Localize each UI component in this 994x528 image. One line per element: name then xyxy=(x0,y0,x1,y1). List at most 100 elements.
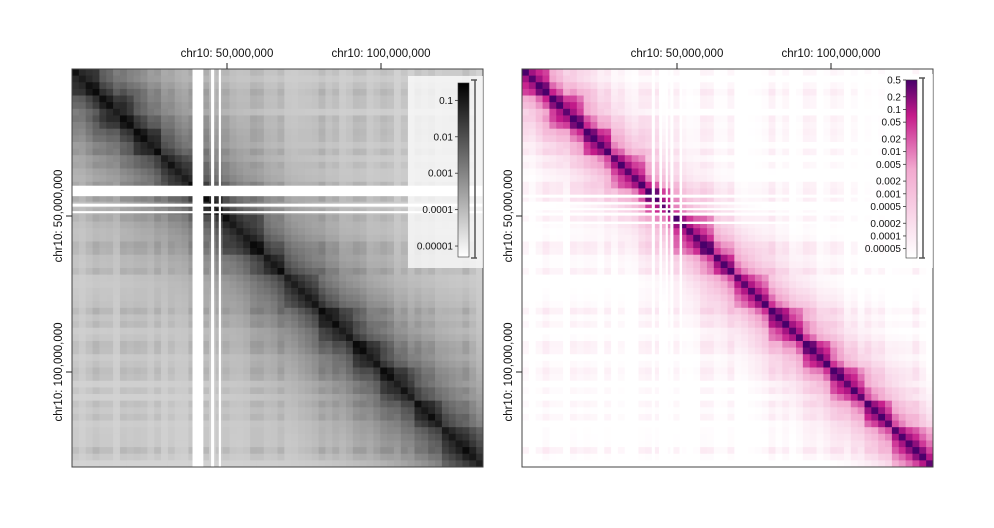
heatmap-cell xyxy=(476,347,484,355)
heatmap-cell xyxy=(174,360,182,368)
heatmap-cell xyxy=(400,413,409,421)
heatmap-cell xyxy=(85,281,93,289)
heatmap-cell xyxy=(174,135,182,143)
heatmap-cell xyxy=(222,241,230,249)
heatmap-cell xyxy=(359,88,367,96)
heatmap-cell xyxy=(85,108,93,116)
heatmap-cell xyxy=(428,453,436,461)
heatmap-cell xyxy=(754,122,763,130)
heatmap-cell xyxy=(174,155,182,163)
heatmap-cell xyxy=(256,82,265,90)
heatmap-cell xyxy=(78,427,87,435)
heatmap-cell xyxy=(528,102,537,110)
heatmap-cell xyxy=(92,254,100,262)
heatmap-cell xyxy=(119,175,128,183)
heatmap-cell xyxy=(222,141,230,149)
heatmap-cell xyxy=(830,88,838,96)
heatmap-cell xyxy=(119,241,128,249)
heatmap-cell xyxy=(352,128,361,136)
heatmap-cell xyxy=(85,427,93,435)
heatmap-cell xyxy=(393,314,402,322)
masked-bin-column xyxy=(192,69,204,467)
heatmap-cell xyxy=(761,148,769,156)
heatmap-cell xyxy=(359,360,367,368)
heatmap-cell xyxy=(147,354,155,362)
heatmap-cell xyxy=(229,440,237,448)
heatmap-cell xyxy=(119,268,128,276)
heatmap-cell xyxy=(522,155,530,163)
heatmap-cell xyxy=(366,234,374,242)
heatmap-cell xyxy=(809,155,817,163)
heatmap-cell xyxy=(339,261,347,269)
heatmap-cell xyxy=(147,82,155,90)
heatmap-cell xyxy=(133,75,141,83)
heatmap-cell xyxy=(850,181,859,189)
heatmap-cell xyxy=(407,294,415,302)
heatmap-cell xyxy=(387,95,395,103)
heatmap-cell xyxy=(782,168,790,176)
heatmap-cell xyxy=(528,88,537,96)
heatmap-cell xyxy=(816,122,824,130)
heatmap-cell xyxy=(202,234,210,242)
heatmap-cell xyxy=(85,314,93,322)
heatmap-cell xyxy=(414,440,422,448)
heatmap-cell xyxy=(380,394,388,402)
heatmap-cell xyxy=(174,387,182,395)
heatmap-cell xyxy=(754,88,763,96)
heatmap-cell xyxy=(857,168,865,176)
heatmap-cell xyxy=(563,201,571,209)
heatmap-cell xyxy=(106,115,114,123)
heatmap-cell xyxy=(789,115,797,123)
heatmap-cell xyxy=(181,248,189,256)
heatmap-cell xyxy=(734,115,742,123)
heatmap-cell xyxy=(387,407,395,415)
heatmap-cell xyxy=(837,161,845,169)
heatmap-cell xyxy=(462,354,470,362)
heatmap-cell xyxy=(768,69,776,77)
heatmap-cell xyxy=(119,161,128,169)
heatmap-cell xyxy=(78,287,87,295)
heatmap-cell xyxy=(400,274,409,282)
heatmap-cell xyxy=(325,228,333,236)
heatmap-cell xyxy=(631,88,639,96)
heatmap-cell xyxy=(455,354,463,362)
heatmap-cell xyxy=(332,460,340,468)
heatmap-cell xyxy=(92,122,100,130)
heatmap-cell xyxy=(535,122,543,130)
heatmap-cell xyxy=(802,181,811,189)
heatmap-cell xyxy=(167,214,176,222)
heatmap-cell xyxy=(256,141,265,149)
heatmap-cell xyxy=(113,420,121,428)
heatmap-cell xyxy=(126,354,135,362)
heatmap-cell xyxy=(720,214,728,222)
heatmap-cell xyxy=(270,95,278,103)
heatmap-cell xyxy=(167,75,176,83)
heatmap-cell xyxy=(843,135,852,143)
heatmap-cell xyxy=(448,321,456,329)
heatmap-cell xyxy=(154,82,162,90)
heatmap-cell xyxy=(796,82,804,90)
heatmap-cell xyxy=(789,88,797,96)
heatmap-cell xyxy=(99,360,107,368)
heatmap-cell xyxy=(72,195,80,203)
heatmap-cell xyxy=(229,380,237,388)
heatmap-cell xyxy=(346,135,354,143)
heatmap-cell xyxy=(222,122,230,130)
heatmap-cell xyxy=(659,195,667,203)
heatmap-cell xyxy=(202,420,210,428)
heatmap-cell xyxy=(672,102,680,110)
heatmap-cell xyxy=(789,195,797,203)
heatmap-cell xyxy=(133,195,141,203)
heatmap-cell xyxy=(366,460,374,468)
heatmap-cell xyxy=(659,155,667,163)
heatmap-cell xyxy=(250,254,258,262)
heatmap-cell xyxy=(796,75,804,83)
heatmap-cell xyxy=(270,155,278,163)
heatmap-cell xyxy=(140,115,148,123)
heatmap-cell xyxy=(706,208,715,216)
heatmap-cell xyxy=(346,261,354,269)
heatmap-cell xyxy=(659,95,667,103)
heatmap-cell xyxy=(270,254,278,262)
heatmap-cell xyxy=(291,367,299,375)
heatmap-cell xyxy=(325,440,333,448)
